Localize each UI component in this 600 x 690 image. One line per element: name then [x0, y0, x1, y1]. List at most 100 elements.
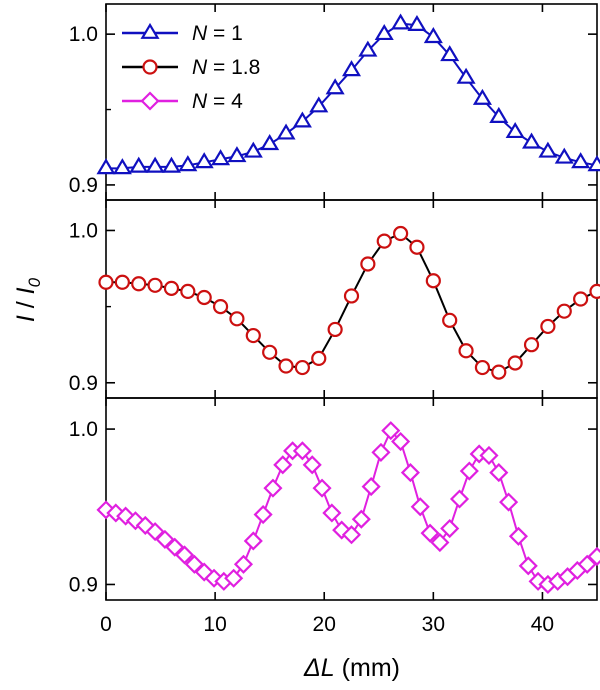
- data-point-circle: [196, 289, 212, 306]
- data-point-diamond: [243, 531, 263, 551]
- data-point-diamond: [508, 526, 528, 546]
- data-point-diamond: [430, 532, 450, 553]
- y-tick-label: 0.9: [69, 372, 98, 395]
- data-point-circle: [147, 277, 163, 293]
- data-point-triangle: [161, 156, 181, 173]
- data-point-circle: [114, 274, 130, 290]
- chart-panels: 0.9 1.0 0.9 1.0 0.9 1.0: [69, 3, 600, 601]
- data-point-triangle: [227, 146, 247, 163]
- data-point-diamond: [499, 492, 519, 512]
- legend-label: N = 1.8: [192, 56, 260, 79]
- data-point-diamond: [351, 509, 371, 529]
- x-tick-label: 30: [422, 613, 445, 636]
- legend-item: N = 1: [122, 22, 243, 45]
- data-point-diamond: [155, 529, 175, 549]
- data-point-diamond: [312, 478, 332, 498]
- data-point-circle: [294, 359, 310, 376]
- series-n-1: [96, 13, 600, 175]
- data-point-circle: [507, 355, 523, 371]
- series-n-4: [96, 421, 600, 595]
- panel-middle: 0.9 1.0: [69, 199, 600, 399]
- data-point-diamond: [361, 477, 381, 497]
- data-point-circle: [458, 343, 474, 359]
- y-tick-label: 1.0: [69, 23, 98, 46]
- series-n-1-8: [98, 225, 600, 380]
- panel-top: 0.9 1.0: [69, 3, 600, 201]
- data-point-circle: [245, 327, 261, 344]
- y-tick-label: 1.0: [69, 418, 98, 441]
- data-point-diamond: [371, 442, 391, 462]
- data-point-circle: [262, 344, 278, 360]
- x-tick-label: 10: [203, 613, 226, 636]
- data-point-triangle: [211, 149, 231, 166]
- data-point-diamond: [341, 525, 362, 545]
- data-point-diamond: [140, 91, 160, 111]
- y-tick-label: 1.0: [69, 219, 98, 242]
- legend-label: N = 4: [192, 90, 243, 113]
- data-point-circle: [393, 225, 409, 242]
- data-point-triangle: [571, 152, 591, 169]
- data-point-circle: [442, 312, 458, 328]
- data-point-circle: [212, 299, 229, 315]
- data-point-triangle: [522, 132, 542, 149]
- data-point-triangle: [260, 134, 280, 151]
- data-point-triangle: [140, 22, 160, 39]
- x-tick-label: 20: [313, 613, 336, 636]
- data-point-circle: [491, 364, 507, 380]
- data-point-triangle: [374, 23, 394, 41]
- data-point-circle: [523, 337, 540, 353]
- data-point-triangle: [145, 156, 165, 173]
- data-point-circle: [556, 303, 572, 319]
- data-point-diamond: [420, 523, 440, 543]
- x-tick-label: 40: [531, 613, 554, 636]
- data-point-diamond: [292, 441, 312, 461]
- data-point-triangle: [129, 156, 149, 173]
- data-point-diamond: [273, 455, 293, 475]
- data-point-diamond: [459, 461, 479, 481]
- data-point-triangle: [96, 158, 116, 175]
- data-point-diamond: [489, 463, 509, 483]
- data-point-diamond: [381, 421, 401, 441]
- data-point-diamond: [302, 455, 322, 475]
- data-point-triangle: [554, 147, 574, 164]
- data-point-circle: [229, 311, 245, 327]
- data-point-triangle: [538, 141, 558, 158]
- data-point-triangle: [341, 60, 362, 77]
- data-point-triangle: [423, 27, 443, 44]
- y-tick-label: 0.9: [69, 174, 98, 197]
- panel-bottom: 0.9 1.0: [69, 397, 600, 601]
- x-axis-title: ΔL (mm): [303, 654, 400, 682]
- data-point-triangle: [440, 45, 460, 62]
- data-point-diamond: [479, 445, 499, 466]
- data-point-diamond: [391, 431, 411, 452]
- data-point-triangle: [505, 121, 525, 139]
- data-point-diamond: [145, 522, 165, 542]
- data-point-triangle: [456, 67, 476, 84]
- data-point-circle: [540, 318, 556, 335]
- data-point-triangle: [489, 106, 509, 123]
- data-point-triangle: [243, 141, 263, 158]
- data-point-circle: [376, 233, 392, 249]
- data-point-diamond: [184, 554, 204, 574]
- x-tick-label: 0: [100, 613, 112, 636]
- data-point-diamond: [165, 537, 185, 557]
- data-point-circle: [425, 273, 441, 289]
- legend-label: N = 1: [192, 22, 243, 45]
- data-point-triangle: [325, 78, 345, 95]
- legend-item: N = 4: [122, 90, 243, 113]
- data-point-diamond: [175, 545, 195, 565]
- data-point-triangle: [292, 111, 312, 128]
- data-point-triangle: [358, 40, 378, 57]
- data-point-circle: [98, 274, 114, 290]
- data-point-circle: [360, 256, 376, 272]
- data-point-diamond: [400, 463, 420, 483]
- data-point-circle: [180, 283, 196, 299]
- data-point-triangle: [587, 155, 600, 172]
- legend-item: N = 1.8: [122, 56, 260, 79]
- data-point-diamond: [96, 500, 116, 520]
- data-point-diamond: [440, 518, 460, 539]
- data-point-triangle: [309, 96, 329, 113]
- x-axis-title-var: ΔL: [303, 654, 335, 682]
- panel-frame: [105, 397, 598, 601]
